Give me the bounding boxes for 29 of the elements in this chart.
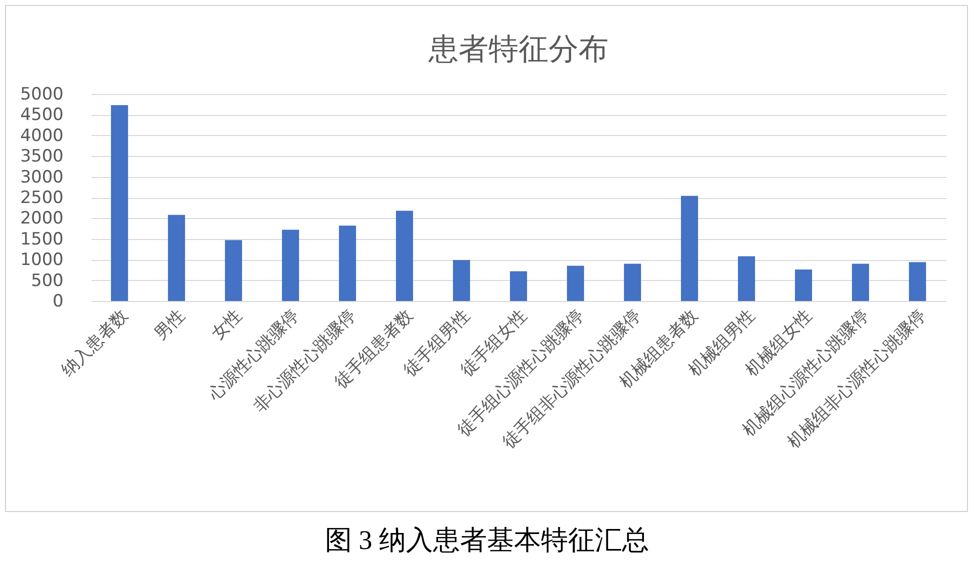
y-tick-label: 3500	[20, 146, 64, 167]
y-tick-label: 1500	[20, 229, 64, 250]
bar	[908, 262, 926, 301]
bar	[738, 256, 756, 301]
y-tick-label: 3000	[20, 167, 64, 188]
bar	[396, 210, 414, 301]
y-tick-label: 1000	[20, 250, 64, 270]
bar	[224, 240, 242, 301]
x-tick-label: 男性	[151, 306, 190, 344]
bar	[168, 214, 186, 301]
y-tick-label: 4000	[20, 126, 64, 146]
bar	[110, 105, 128, 301]
bar	[566, 266, 584, 301]
y-tick-label: 5000	[20, 84, 64, 104]
bar	[680, 196, 698, 301]
bar	[624, 264, 642, 301]
x-tick-label: 女性	[208, 306, 246, 344]
bar	[510, 271, 528, 301]
y-tick-label: 2000	[20, 208, 64, 229]
chart-title: 患者特征分布	[428, 32, 608, 67]
bar	[338, 226, 356, 301]
bar	[794, 270, 812, 301]
y-tick-label: 2500	[20, 188, 64, 208]
bar	[852, 264, 870, 301]
bar	[282, 230, 300, 301]
y-tick-label: 500	[31, 270, 64, 291]
caption: 图 3 纳入患者基本特征汇总	[324, 524, 650, 557]
y-tick-label: 4500	[20, 105, 64, 126]
bar	[452, 260, 470, 301]
